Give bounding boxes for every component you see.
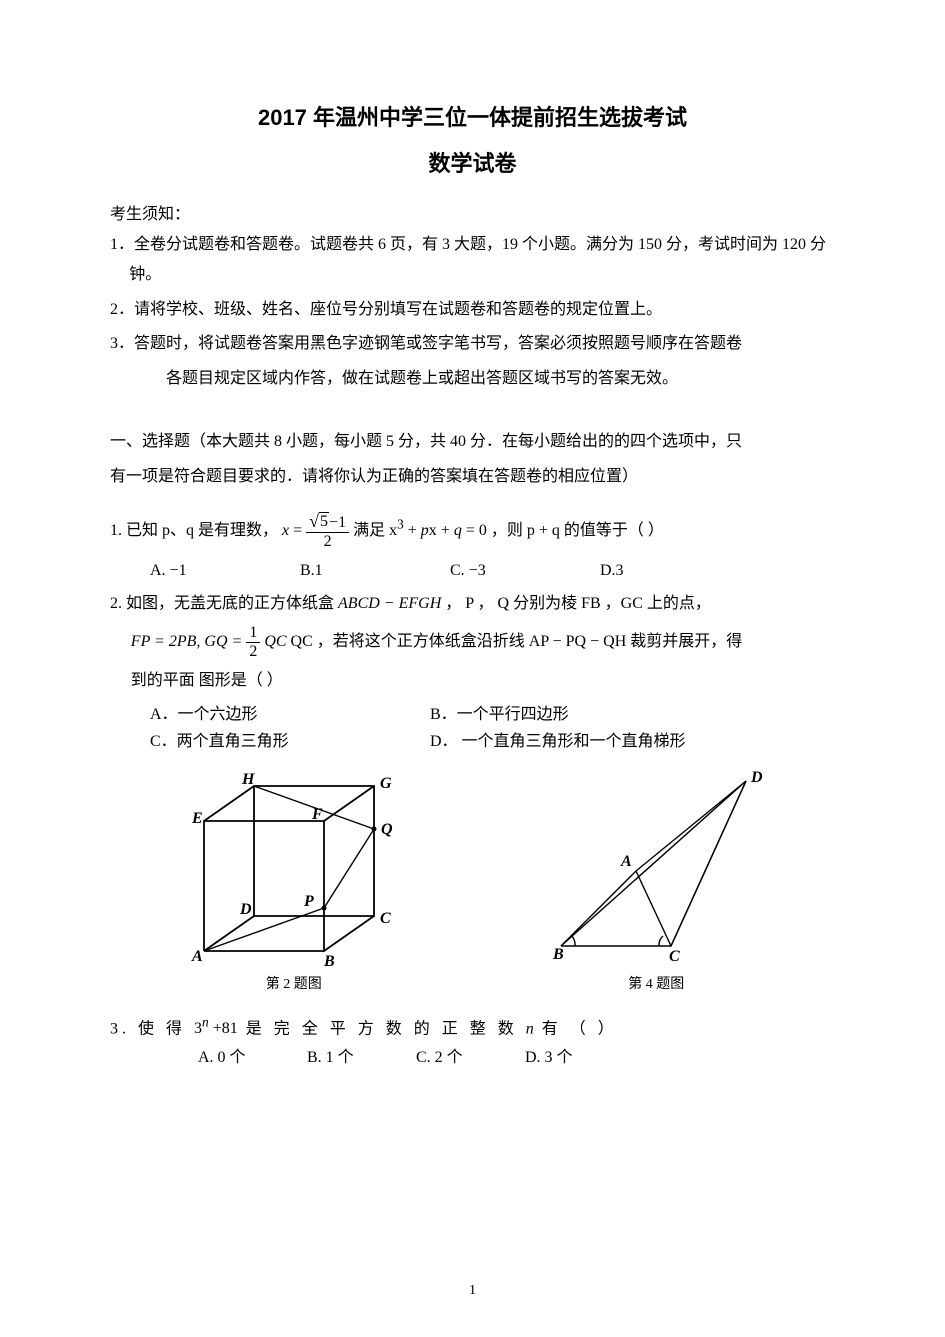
q3-post: 有 （ ） [534, 1020, 618, 1037]
figure-4-svg: B C D A [541, 766, 771, 966]
lbl4-B: B [552, 946, 564, 963]
q3-opt-d: D. 3 个 [525, 1044, 630, 1073]
q3-options: A. 0 个 B. 1 个 C. 2 个 D. 3 个 [110, 1044, 835, 1073]
q3-pre: 3. 使 得 [110, 1020, 194, 1037]
q1-options: A. −1 B.1 C. −3 D.3 [110, 557, 835, 586]
q3-opt-a: A. 0 个 [198, 1044, 303, 1073]
lbl-P: P [303, 893, 314, 910]
notice-heading: 考生须知： [110, 200, 835, 224]
q1-opt-b: B.1 [300, 557, 450, 586]
notice-item-3: 3．答题时，将试题卷答案用黑色字迹钢笔或签字笔书写，答案必须按照题号顺序在答题卷 [110, 329, 835, 359]
q2-opt-c: C．两个直角三角形 [150, 728, 430, 755]
q2-qc: QC [264, 633, 286, 650]
notice-item-2: 2．请将学校、班级、姓名、座位号分别填写在试题卷和答题卷的规定位置上。 [110, 295, 835, 325]
q2-options: A．一个六边形 B．一个平行四边形 C．两个直角三角形 D． 一个直角三角形和一… [110, 701, 835, 755]
q1-eq: = [293, 522, 306, 539]
lbl4-C: C [669, 948, 680, 965]
q1-opt-d: D.3 [600, 557, 750, 586]
q3-n: n [526, 1020, 534, 1037]
q1-text-a: 1. 已知 p、q 是有理数， [110, 522, 278, 539]
q3-mid: 是 完 全 平 方 数 的 正 整 数 [238, 1020, 526, 1037]
q1-frac: √5−1 2 [306, 512, 349, 550]
notice-item-1: 1．全卷分试题卷和答题卷。试题卷共 6 页，有 3 大题，19 个小题。满分为 … [110, 230, 835, 291]
q2-opt-d: D． 一个直角三角形和一个直角梯形 [430, 728, 686, 755]
notice-item-3-cont: 各题目规定区域内作答，做在试题卷上或超出答题区域书写的答案无效。 [110, 364, 835, 394]
lbl-A: A [191, 948, 203, 965]
q1-opt-c: C. −3 [450, 557, 600, 586]
q3-opt-c: C. 2 个 [416, 1044, 521, 1073]
figure-2-svg: A B C D E F G H P Q [174, 766, 414, 966]
lbl-D: D [239, 901, 252, 918]
figure-2: A B C D E F G H P Q 第 2 题图 [174, 766, 414, 993]
lbl-C: C [380, 910, 391, 927]
q1-opt-a: A. −1 [150, 557, 300, 586]
question-3: 3. 使 得 3n +81 是 完 全 平 方 数 的 正 整 数 n 有 （ … [110, 1011, 835, 1044]
q2-line2: FP = 2PB, GQ = 1 2 QC QC ，若将这个正方体纸盒沿折线 A… [110, 624, 835, 660]
title-sub: 数学试卷 [110, 146, 835, 178]
figures-row: A B C D E F G H P Q 第 2 题图 [110, 766, 835, 993]
q3-expr: 3n +81 [194, 1020, 238, 1037]
lbl-Q: Q [381, 821, 393, 838]
title-main: 2017 年温州中学三位一体提前招生选拔考试 [110, 100, 835, 132]
lbl-H: H [241, 771, 255, 788]
lbl-G: G [380, 775, 392, 792]
q2-line1-b: ， P ， Q 分别为棱 FB ，GC 上的点， [445, 595, 711, 612]
q2-fp: FP = 2PB, GQ = [131, 633, 247, 650]
q2-line1-a: 2. 如图，无盖无底的正方体纸盒 [110, 595, 338, 612]
q1-poly: x3 + px + q = 0 [389, 522, 487, 539]
figure-2-caption: 第 2 题图 [174, 973, 414, 993]
lbl-F: F [311, 806, 323, 823]
q3-opt-b: B. 1 个 [307, 1044, 412, 1073]
section-1-heading: 一、选择题（本大题共 8 小题，每小题 5 分，共 40 分．在每小题给出的的四… [110, 424, 835, 494]
figure-4-caption: 第 4 题图 [541, 973, 771, 993]
question-1: 1. 已知 p、q 是有理数， x = √5−1 2 满足 x3 + px + … [110, 512, 835, 550]
lbl-E: E [191, 810, 203, 827]
page-number: 1 [0, 1283, 945, 1299]
q2-line2-b: QC ，若将这个正方体纸盒沿折线 AP − PQ − QH 裁剪并展开，得 [291, 633, 743, 650]
question-2: 2. 如图，无盖无底的正方体纸盒 ABCD − EFGH ， P ， Q 分别为… [110, 590, 835, 619]
q1-text-c: ，则 p + q 的值等于（ ） [491, 522, 664, 539]
q2-cube: ABCD − EFGH [338, 595, 441, 612]
section-1-heading-a: 一、选择题（本大题共 8 小题，每小题 5 分，共 40 分．在每小题给出的的四… [110, 433, 742, 450]
q1-x: x [282, 522, 289, 539]
lbl-B: B [323, 953, 335, 966]
section-1-heading-b: 有一项是符合题目要求的．请将你认为正确的答案填在答题卷的相应位置） [110, 468, 638, 485]
q2-frac: 1 2 [246, 624, 260, 660]
q1-text-b: 满足 [353, 522, 389, 539]
lbl4-D: D [750, 769, 763, 786]
q2-opt-a: A．一个六边形 [150, 701, 430, 728]
q2-line3: 到的平面 图形是（ ） [110, 667, 835, 696]
lbl4-A: A [620, 853, 632, 870]
figure-4: B C D A 第 4 题图 [541, 766, 771, 993]
q2-opt-b: B．一个平行四边形 [430, 701, 710, 728]
